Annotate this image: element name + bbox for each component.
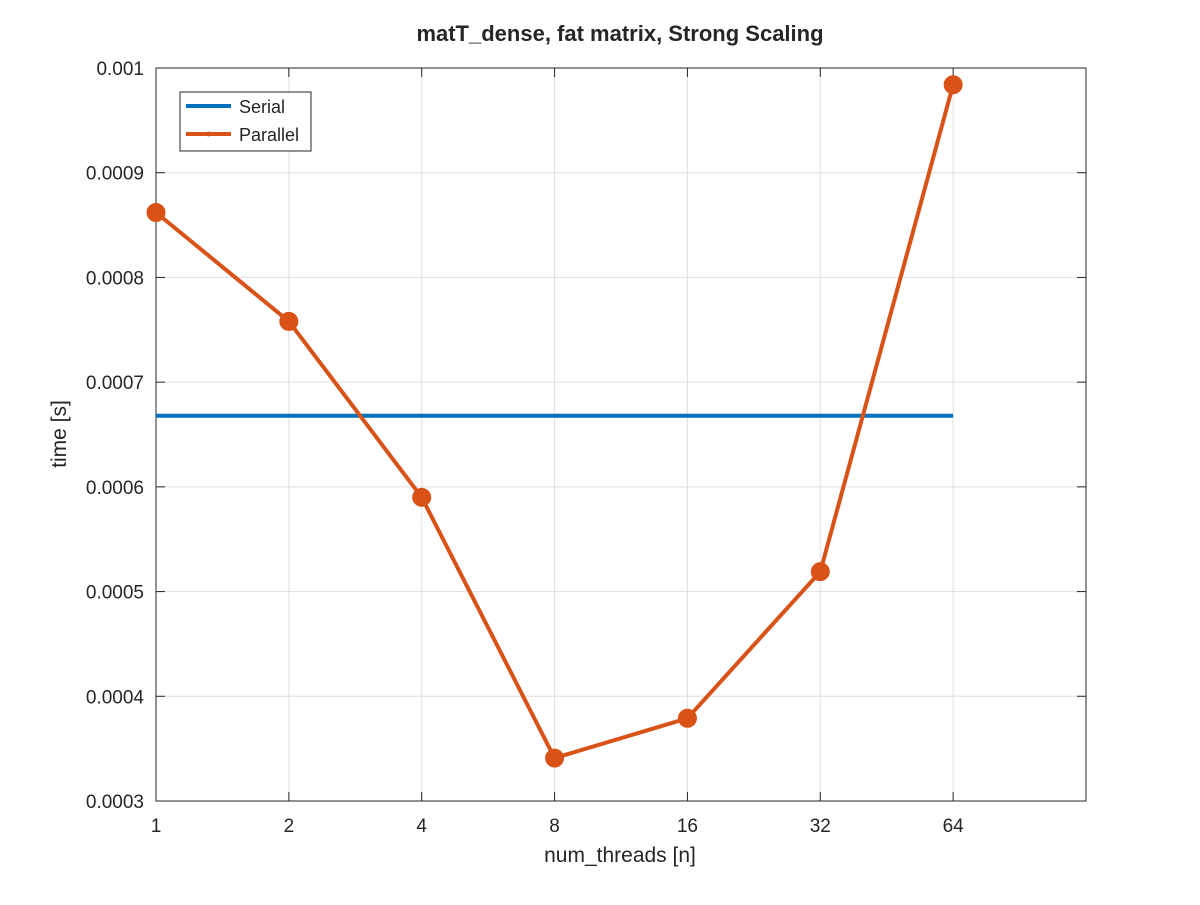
x-tick-label: 16	[677, 816, 698, 837]
y-tick-label: 0.0006	[86, 478, 144, 499]
legend: Serial Parallel	[179, 91, 312, 152]
x-tick-label: 64	[943, 816, 965, 837]
chart-title: matT_dense, fat matrix, Strong Scaling	[416, 21, 823, 46]
data-point-parallel	[412, 487, 432, 507]
series-layer	[146, 75, 963, 768]
plot-area-frame	[155, 67, 1087, 802]
x-axis-label: num_threads [n]	[544, 844, 696, 867]
y-tick-label: 0.0003	[86, 792, 144, 813]
y-tick-label: 0.0005	[86, 583, 144, 604]
tick-labels: 1 2 4 8 16 32 64 0.0003 0.0004 0.0005 0.0006 0.0007…	[86, 59, 964, 837]
data-point-parallel	[279, 311, 299, 331]
x-tick-label: 1	[151, 816, 162, 837]
data-point-parallel	[810, 562, 830, 582]
y-tick-label: 0.0004	[86, 687, 145, 708]
data-point-parallel	[677, 708, 697, 728]
y-axis-label: time [s]	[48, 400, 71, 468]
axes-box	[155, 67, 1087, 802]
y-tick-label: 0.0008	[86, 268, 144, 289]
data-point-parallel	[545, 748, 565, 768]
y-tick-label: 0.0009	[86, 164, 144, 185]
x-tick-label: 2	[284, 816, 295, 837]
legend-box	[179, 91, 312, 152]
x-tick-label: 8	[549, 816, 560, 837]
tick-marks	[155, 67, 1086, 802]
legend-label-parallel: Parallel	[239, 125, 299, 145]
legend-marker-parallel	[206, 131, 211, 137]
data-point-parallel	[146, 203, 166, 223]
y-tick-label: 0.001	[96, 59, 144, 80]
x-tick-label: 4	[416, 816, 427, 837]
data-point-parallel	[943, 75, 963, 95]
x-tick-label: 32	[810, 816, 831, 837]
legend-label-serial: Serial	[239, 97, 285, 117]
y-tick-label: 0.0007	[86, 373, 144, 394]
